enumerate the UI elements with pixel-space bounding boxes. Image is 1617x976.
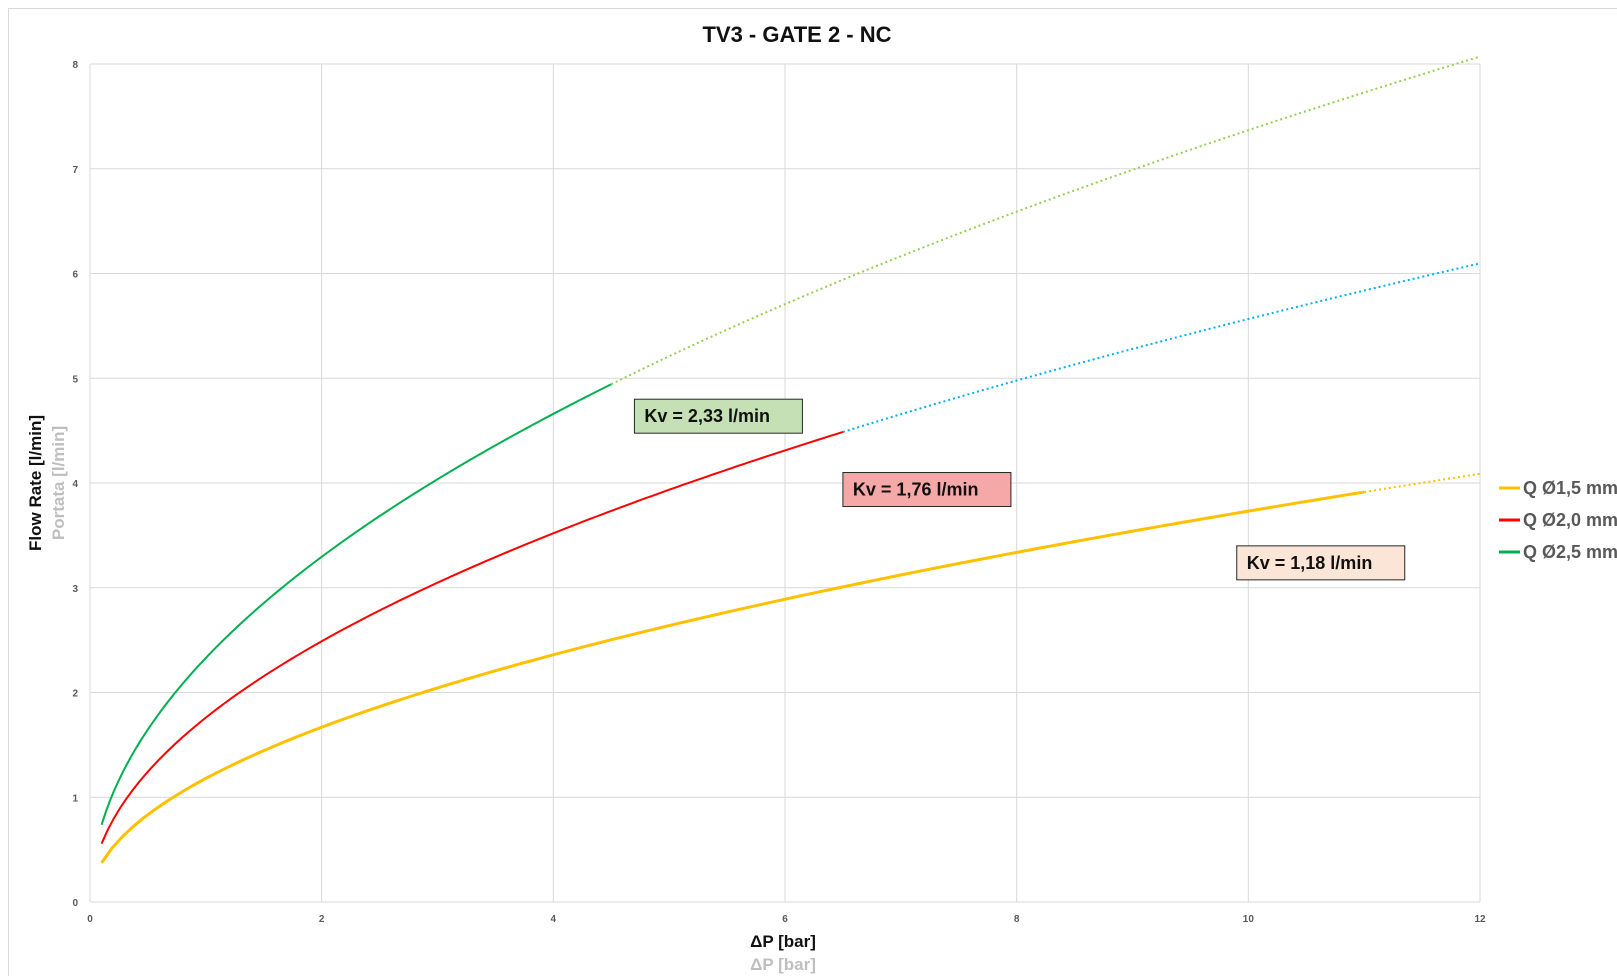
legend-item-1: Q Ø2,0 mm bbox=[1499, 510, 1617, 530]
y-tick-label: 2 bbox=[72, 689, 78, 700]
series-lines bbox=[100, 55, 1481, 864]
series-line-2 bbox=[100, 383, 612, 826]
y-axis-label: Flow Rate [l/min] bbox=[26, 415, 45, 551]
kv-label-box bbox=[842, 472, 1012, 508]
series-extrapolation-2 bbox=[610, 55, 1481, 386]
y-tick-label: 0 bbox=[72, 898, 78, 909]
kv-label-text: Kv = 1,76 l/min bbox=[853, 480, 979, 500]
kv-label-text: Kv = 1,18 l/min bbox=[1247, 553, 1373, 573]
y-tick-label: 3 bbox=[72, 584, 78, 595]
legend-label: Q Ø2,0 mm bbox=[1523, 510, 1617, 530]
chart-title: TV3 - GATE 2 - NC bbox=[702, 22, 891, 47]
y-tick-label: 7 bbox=[72, 165, 78, 176]
y-tick-label: 6 bbox=[72, 270, 78, 281]
legend-label: Q Ø2,5 mm bbox=[1523, 542, 1617, 562]
x-axis-label: ΔP [bar] bbox=[750, 932, 816, 951]
gridlines bbox=[89, 63, 1481, 903]
legend-item-2: Q Ø2,5 mm bbox=[1499, 542, 1617, 562]
x-axis-label-secondary: ΔP [bar] bbox=[750, 955, 816, 974]
y-axis-ticks: 0 1 2 3 4 5 6 7 8 bbox=[72, 60, 78, 909]
series-extrapolation-1 bbox=[842, 262, 1481, 433]
x-tick-label: 2 bbox=[319, 914, 325, 925]
kv-annotations: Kv = 2,33 l/min Kv = 1,76 l/min Kv = 1,18 … bbox=[633, 398, 1406, 581]
y-tick-label: 4 bbox=[72, 479, 78, 490]
x-tick-label: 4 bbox=[551, 914, 557, 925]
chart-frame bbox=[8, 8, 1617, 976]
x-tick-label: 0 bbox=[87, 914, 93, 925]
kv-label-0: Kv = 2,33 l/min bbox=[633, 398, 803, 434]
kv-label-box bbox=[1236, 545, 1406, 581]
y-tick-label: 8 bbox=[72, 60, 78, 71]
legend-item-0: Q Ø1,5 mm bbox=[1499, 478, 1617, 498]
legend-label: Q Ø1,5 mm bbox=[1523, 478, 1617, 498]
kv-label-text: Kv = 2,33 l/min bbox=[644, 406, 770, 426]
kv-label-1: Kv = 1,76 l/min bbox=[842, 472, 1012, 508]
series-line-0 bbox=[100, 490, 1365, 864]
y-tick-label: 5 bbox=[72, 374, 78, 385]
x-tick-label: 10 bbox=[1243, 914, 1255, 925]
kv-label-2: Kv = 1,18 l/min bbox=[1236, 545, 1406, 581]
y-axis-label-secondary: Portata [l/min] bbox=[49, 426, 68, 540]
series-line-1 bbox=[100, 431, 844, 845]
x-tick-label: 6 bbox=[782, 914, 788, 925]
x-tick-label: 12 bbox=[1474, 914, 1486, 925]
legend: Q Ø1,5 mm Q Ø2,0 mm Q Ø2,5 mm bbox=[1499, 478, 1617, 562]
kv-label-box bbox=[633, 398, 803, 434]
x-tick-label: 8 bbox=[1014, 914, 1020, 925]
y-tick-label: 1 bbox=[72, 793, 78, 804]
x-axis-ticks: 0 2 4 6 8 10 12 bbox=[87, 914, 1486, 925]
